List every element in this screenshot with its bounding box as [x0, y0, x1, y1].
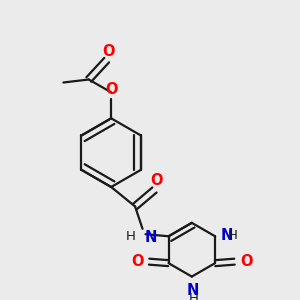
Text: O: O: [240, 254, 252, 269]
Text: H: H: [228, 229, 238, 242]
Text: O: O: [102, 44, 114, 59]
Text: N: N: [220, 228, 233, 243]
Text: N: N: [187, 283, 200, 298]
Text: N: N: [145, 230, 157, 245]
Text: O: O: [131, 254, 144, 269]
Text: O: O: [105, 82, 117, 98]
Text: H: H: [188, 292, 198, 300]
Text: H: H: [126, 230, 136, 243]
Text: O: O: [151, 172, 163, 188]
